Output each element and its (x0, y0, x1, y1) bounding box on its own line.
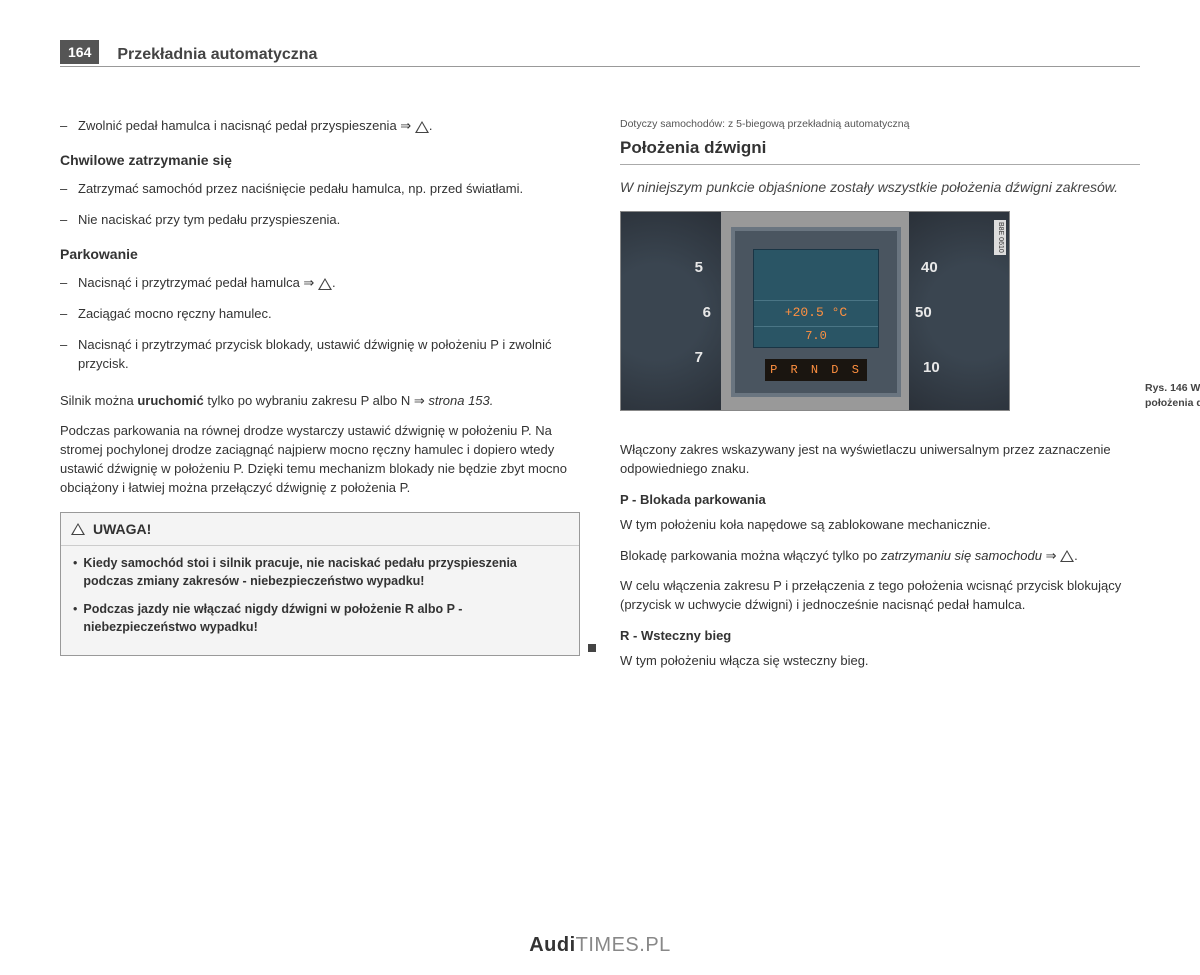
figure-caption: Rys. 146 Wyświetlacz: położenia dźwigni (1145, 381, 1200, 411)
applies-to-note: Dotyczy samochodów: z 5-biegową przekład… (620, 117, 1140, 132)
subheading: Parkowanie (60, 244, 580, 264)
bullet-dash: – (60, 305, 78, 324)
watermark-logo: AudiTIMES.PL (0, 934, 1200, 957)
bullet-dash: – (60, 180, 78, 199)
list-item: – Nacisnąć i przytrzymać przycisk blokad… (60, 336, 580, 374)
warning-icon (318, 278, 332, 290)
warning-icon (1060, 550, 1074, 562)
list-item: – Zatrzymać samochód przez naciśnięcie p… (60, 180, 580, 199)
bullet-text: Zwolnić pedał hamulca i nacisnąć pedał p… (78, 117, 580, 136)
left-column: – Zwolnić pedał hamulca i nacisnąć pedał… (60, 117, 580, 683)
list-item: – Zaciągać mocno ręczny hamulec. (60, 305, 580, 324)
text: Silnik można (60, 393, 137, 408)
warning-item: • Kiedy samochód stoi i silnik pracuje, … (73, 554, 567, 590)
list-item: – Zwolnić pedał hamulca i nacisnąć pedał… (60, 117, 580, 136)
logo-part-2: TIMES (576, 934, 640, 956)
paragraph: Podczas parkowania na równej drodze wyst… (60, 422, 580, 497)
caption-text: położenia dźwigni (1145, 397, 1200, 409)
text-bold: uruchomić (137, 393, 203, 408)
bullet-text: Nacisnąć i przytrzymać pedał hamulca ⇒ . (78, 274, 580, 293)
bullet-text: Nie naciskać przy tym pedału przyspiesze… (78, 211, 580, 230)
center-display: +20.5 °C 7.0 P R N D S (731, 227, 901, 397)
section-intro: W niniejszym punkcie objaśnione zostały … (620, 177, 1140, 197)
warning-icon (415, 121, 429, 133)
text-italic: strona 153. (428, 393, 493, 408)
text: ⇒ (1042, 548, 1057, 563)
chapter-title: Przekładnia automatyczna (117, 46, 317, 64)
content-columns: – Zwolnić pedał hamulca i nacisnąć pedał… (60, 117, 1140, 683)
manual-page: 164 Przekładnia automatyczna – Zwolnić p… (0, 0, 1200, 975)
bullet-text: Nacisnąć i przytrzymać przycisk blokady,… (78, 336, 580, 374)
caption-label: Rys. 146 Wyświetlacz: (1145, 382, 1200, 394)
text: Zwolnić pedał hamulca i nacisnąć pedał p… (78, 118, 411, 133)
bullet-text: Zatrzymać samochód przez naciśnięcie ped… (78, 180, 580, 199)
dashboard-figure: 5 6 7 +20.5 °C 7.0 P R N D S 40 50 (620, 211, 1010, 411)
continuation-marker (588, 644, 596, 652)
bullet-dash: – (60, 211, 78, 230)
list-item: – Nie naciskać przy tym pedału przyspies… (60, 211, 580, 230)
section-title: Położenia dźwigni (620, 136, 1140, 165)
figure-wrapper: 5 6 7 +20.5 °C 7.0 P R N D S 40 50 (620, 211, 1140, 411)
logo-part-1: Audi (529, 934, 575, 956)
paragraph: W celu włączenia zakresu P i przełączeni… (620, 577, 1140, 615)
bullet-dash: – (60, 274, 78, 293)
text: tylko po wybraniu zakresu P albo N ⇒ (204, 393, 429, 408)
bullet-dash: – (60, 117, 78, 136)
subsection-heading: R - Wsteczny bieg (620, 627, 1140, 646)
right-column: Dotyczy samochodów: z 5-biegową przekład… (620, 117, 1140, 683)
paragraph: Silnik można uruchomić tylko po wybraniu… (60, 392, 580, 411)
consumption-readout: 7.0 (754, 328, 878, 345)
gauge-number: 10 (923, 357, 940, 379)
paragraph: Włączony zakres wskazywany jest na wyświ… (620, 441, 1140, 479)
gauge-number: 6 (703, 302, 711, 324)
image-code: B8E 0610 (994, 220, 1006, 255)
text-italic: zatrzymaniu się samochodu (881, 548, 1042, 563)
display-screen: +20.5 °C 7.0 (753, 249, 879, 348)
bullet-dot: • (73, 554, 77, 590)
warning-icon (71, 523, 85, 535)
paragraph: W tym położeniu włącza się wsteczny bieg… (620, 652, 1140, 671)
temperature-readout: +20.5 °C (754, 300, 878, 327)
page-header: 164 Przekładnia automatyczna (60, 40, 1140, 67)
gear-indicator: P R N D S (765, 359, 867, 381)
warning-body: • Kiedy samochód stoi i silnik pracuje, … (61, 546, 579, 655)
subsection-heading: P - Blokada parkowania (620, 491, 1140, 510)
paragraph: W tym położeniu koła napędowe są zabloko… (620, 516, 1140, 535)
paragraph: Blokadę parkowania można włączyć tylko p… (620, 547, 1140, 566)
subheading: Chwilowe zatrzymanie się (60, 150, 580, 170)
warning-text: Kiedy samochód stoi i silnik pracuje, ni… (83, 554, 567, 590)
bullet-dash: – (60, 336, 78, 374)
warning-item: • Podczas jazdy nie włączać nigdy dźwign… (73, 600, 567, 636)
tachometer-gauge: 5 6 7 (620, 212, 721, 411)
text: Blokadę parkowania można włączyć tylko p… (620, 548, 881, 563)
page-number: 164 (60, 40, 99, 64)
warning-header: UWAGA! (61, 513, 579, 546)
gauge-number: 7 (695, 347, 703, 369)
bullet-text: Zaciągać mocno ręczny hamulec. (78, 305, 580, 324)
gauge-number: 5 (695, 257, 703, 279)
bullet-dot: • (73, 600, 77, 636)
list-item: – Nacisnąć i przytrzymać pedał hamulca ⇒… (60, 274, 580, 293)
warning-box: UWAGA! • Kiedy samochód stoi i silnik pr… (60, 512, 580, 656)
gauge-number: 50 (915, 302, 932, 324)
text: Nacisnąć i przytrzymać pedał hamulca ⇒ (78, 275, 314, 290)
gauge-number: 40 (921, 257, 938, 279)
warning-title: UWAGA! (93, 519, 151, 539)
warning-text: Podczas jazdy nie włączać nigdy dźwigni … (83, 600, 567, 636)
logo-part-3: .PL (639, 934, 671, 956)
